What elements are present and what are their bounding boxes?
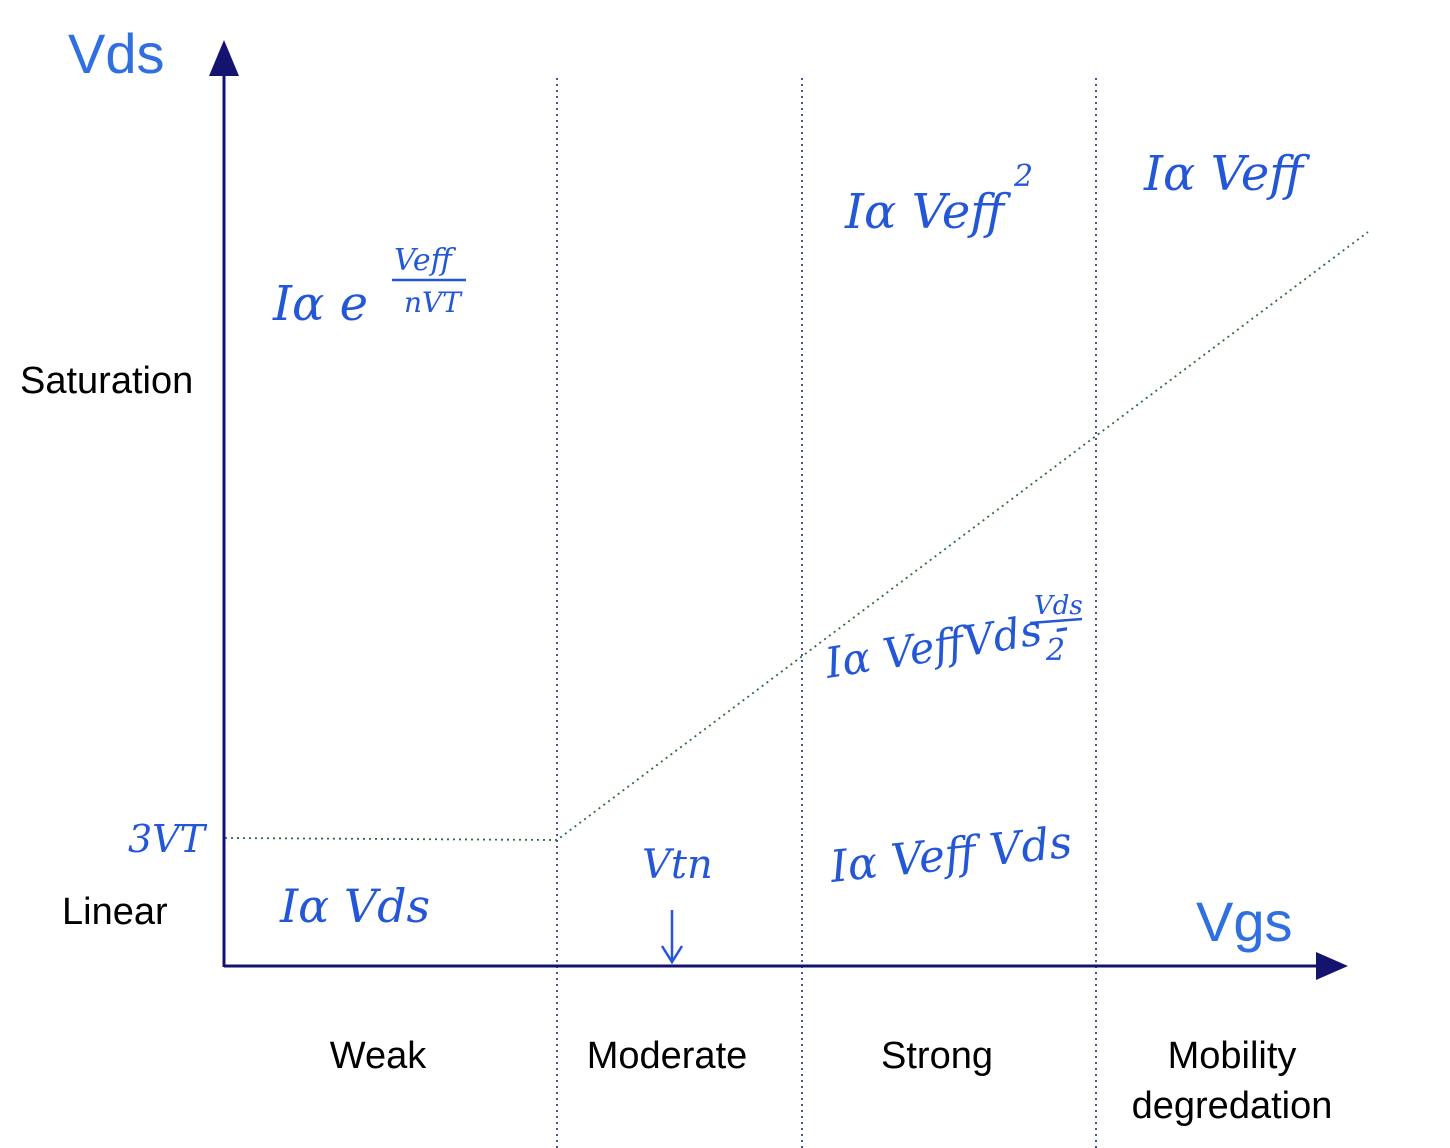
eq-weak-sat-base: Iα e bbox=[272, 276, 368, 332]
vth-marker-label: Vtn bbox=[642, 842, 713, 888]
region-strong: Strong bbox=[881, 1035, 993, 1077]
eq-strong-linear: Iα Veff Vds bbox=[827, 817, 1075, 893]
eq-weak-sat-numerator: Veff bbox=[394, 243, 457, 278]
eq-weak-saturation: Iα e Veff nVT bbox=[272, 243, 466, 332]
three-vt-label: 3VT bbox=[128, 817, 208, 861]
eq-strong-saturation: Iα Veff 2 bbox=[844, 159, 1033, 240]
eq-weak-linear: Iα Vds bbox=[279, 879, 430, 933]
eq-triode-numerator: Vds bbox=[1034, 591, 1083, 621]
eq-triode-fraction-bar bbox=[1029, 617, 1083, 625]
x-axis-title: Vgs bbox=[1196, 890, 1293, 953]
y-axis-arrow-icon bbox=[209, 40, 239, 76]
eq-strong-sat-exponent: 2 bbox=[1013, 159, 1033, 194]
vth-marker-arrowhead-icon bbox=[660, 945, 684, 965]
eq-triode-denominator: 2 bbox=[1045, 633, 1065, 668]
y-axis-title: Vds bbox=[68, 22, 165, 85]
eq-weak-sat-denominator: nVT bbox=[404, 286, 463, 319]
region-moderate: Moderate bbox=[587, 1035, 748, 1077]
region-mobility-line1: Mobility bbox=[1168, 1035, 1297, 1077]
eq-mobility-saturation: Iα Veff bbox=[1143, 146, 1310, 202]
linear-label: Linear bbox=[62, 891, 168, 933]
eq-strong-sat-main: Iα Veff bbox=[844, 184, 1011, 240]
x-axis-arrow-icon bbox=[1316, 952, 1348, 980]
eq-triode: Iα VeffVds - Vds 2 bbox=[821, 591, 1083, 688]
region-weak: Weak bbox=[330, 1035, 427, 1077]
saturation-label: Saturation bbox=[20, 360, 193, 402]
saturation-boundary bbox=[224, 231, 1369, 841]
region-mobility-line2: degredation bbox=[1132, 1085, 1333, 1127]
